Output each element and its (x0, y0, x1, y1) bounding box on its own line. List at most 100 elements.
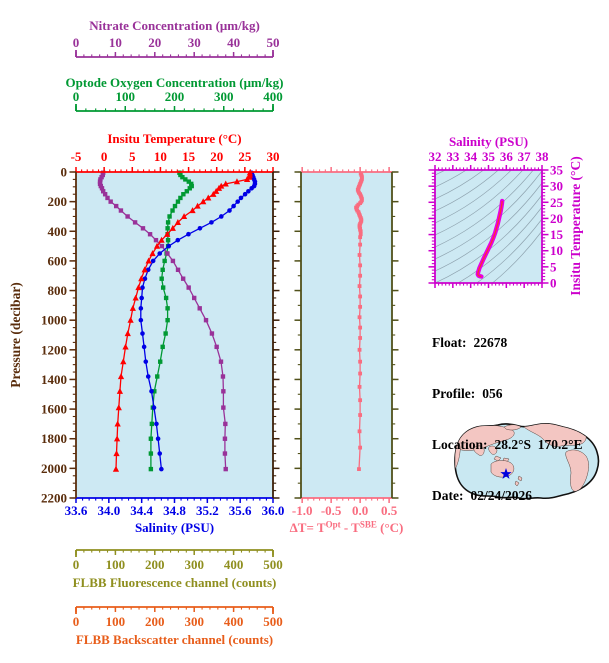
salinity-curve-marker (145, 374, 151, 379)
pressure-axis-tick-label: 600 (48, 253, 68, 268)
salinity-curve-marker (157, 251, 163, 256)
pressure-axis-title: Pressure (decibar) (8, 282, 23, 388)
temperature-curve-marker (124, 330, 131, 337)
temperature-axis-tick-label: 10 (154, 149, 167, 164)
salinity-curve-marker (231, 203, 236, 209)
fluorescence-scale-tick-label: 300 (184, 557, 204, 572)
oxygen-curve-marker (155, 374, 160, 379)
oxygen-scale-tick-label: 400 (263, 89, 283, 104)
temperature-curve-marker (149, 250, 156, 257)
float-info-block: Float: 22678 Profile: 056 Location: 28.2°S … (432, 300, 583, 538)
nitrate-curve-marker (203, 317, 209, 323)
temperature-axis-tick-label: 25 (238, 149, 252, 164)
nitrate-curve-marker (221, 389, 226, 394)
delta-t-curve-marker (358, 398, 363, 403)
nitrate-curve-marker (100, 172, 105, 178)
delta-t-curve-marker (357, 284, 362, 288)
delta-t-curve-marker (357, 347, 362, 352)
float-info-line: Float: 22678 (432, 334, 583, 351)
ts-salinity-axis-tick-label: 34 (464, 149, 478, 164)
oxygen-curve-marker (186, 179, 191, 184)
oxygen-curve-marker (148, 436, 154, 441)
temperature-curve-marker (158, 236, 165, 243)
oxygen-curve-marker (165, 226, 170, 231)
nitrate-curve-marker (222, 436, 228, 441)
nitrate-scale-tick-label: 30 (188, 35, 201, 50)
nitrate-curve-marker (218, 359, 224, 364)
oxygen-curve-marker (152, 389, 157, 394)
map-continent (488, 445, 498, 455)
location-label: Location: (432, 437, 488, 452)
salinity-curve-marker (197, 226, 203, 231)
salinity-curve-marker (145, 267, 151, 273)
salinity-curve-marker (186, 231, 191, 237)
profile-label: Profile: (432, 386, 476, 401)
ts-temp-tick-label: 35 (550, 163, 564, 178)
temperature-curve-marker (116, 387, 124, 394)
salinity-axis-title: Salinity (PSU) (135, 520, 214, 535)
delta-t-curve-marker (358, 235, 363, 240)
salinity-axis-tick-label: 34.4 (130, 503, 153, 518)
delta-t-curve-marker (358, 336, 363, 340)
salinity-curve-marker (154, 421, 159, 427)
oxygen-curve-marker (162, 258, 167, 264)
salinity-curve-marker (157, 451, 163, 456)
nitrate-curve-marker (108, 199, 113, 204)
temperature-curve-marker (213, 187, 220, 194)
nitrate-scale-tick-label: 40 (227, 35, 240, 50)
delta-t-curve-marker (357, 384, 362, 389)
delta-t-curve-marker (358, 325, 363, 330)
delta-t-curve-marker (357, 253, 362, 257)
date-label: Date: (432, 488, 464, 503)
density-contour-line (435, 170, 499, 212)
fluorescence-scale-tick-label: 500 (263, 557, 283, 572)
oxygen-curve-marker (167, 214, 172, 219)
salinity-curve-marker (159, 466, 164, 472)
delta-t-curve-marker (358, 413, 363, 417)
oxygen-curve-marker (170, 208, 175, 213)
temperature-curve-marker (174, 219, 181, 225)
pressure-axis-tick-label: 1800 (41, 431, 67, 446)
density-contour-line (435, 170, 542, 260)
delta-t-curve-marker (358, 359, 363, 364)
temperature-curve-marker (141, 266, 148, 273)
pressure-axis-tick-label: 1600 (41, 402, 67, 417)
map-continent (514, 480, 520, 487)
nitrate-curve-marker (105, 195, 110, 201)
float-label: Float: (432, 335, 467, 350)
nitrate-curve-marker (214, 344, 219, 350)
temperature-axis-tick-label: 15 (182, 149, 196, 164)
oxygen-curve-marker (183, 177, 188, 182)
salinity-axis-tick-label: 34.8 (163, 503, 186, 518)
delta-t-bottom-axis-tick-label: 0.0 (352, 503, 368, 518)
salinity-curve-marker (140, 331, 145, 336)
nitrate-curve-marker (98, 177, 103, 182)
pressure-axis-tick-label: 1200 (41, 342, 67, 357)
density-contour-line (476, 218, 542, 283)
oxygen-scale-tick-label: 0 (73, 89, 80, 104)
temperature-curve-marker (205, 194, 212, 201)
nitrate-curve-marker (222, 451, 228, 456)
salinity-curve-marker (218, 214, 224, 219)
temperature-curve-marker (117, 373, 125, 380)
delta-t-curve-marker (358, 445, 363, 450)
delta-t-bottom-axis-tick-label: 0.5 (381, 503, 398, 518)
salinity-curve-marker (142, 276, 148, 281)
nitrate-curve-marker (175, 267, 181, 272)
salinity-curve-marker (150, 258, 156, 264)
delta-t-title-part: SBE (360, 520, 377, 530)
salinity-curve-marker (242, 191, 248, 197)
nitrate-curve-marker (98, 183, 104, 189)
nitrate-curve-marker (99, 186, 105, 191)
profile-value: 056 (482, 386, 503, 401)
oxygen-curve-marker (165, 317, 170, 323)
temperature-curve-marker (194, 202, 201, 209)
delta-t-title-part: - T (341, 520, 361, 535)
salinity-curve-marker (141, 344, 147, 350)
salinity-curve-marker (155, 436, 161, 442)
oxygen-curve-marker (159, 276, 164, 281)
temperature-curve-marker (215, 184, 223, 191)
delta-t-curve-marker (358, 263, 363, 268)
